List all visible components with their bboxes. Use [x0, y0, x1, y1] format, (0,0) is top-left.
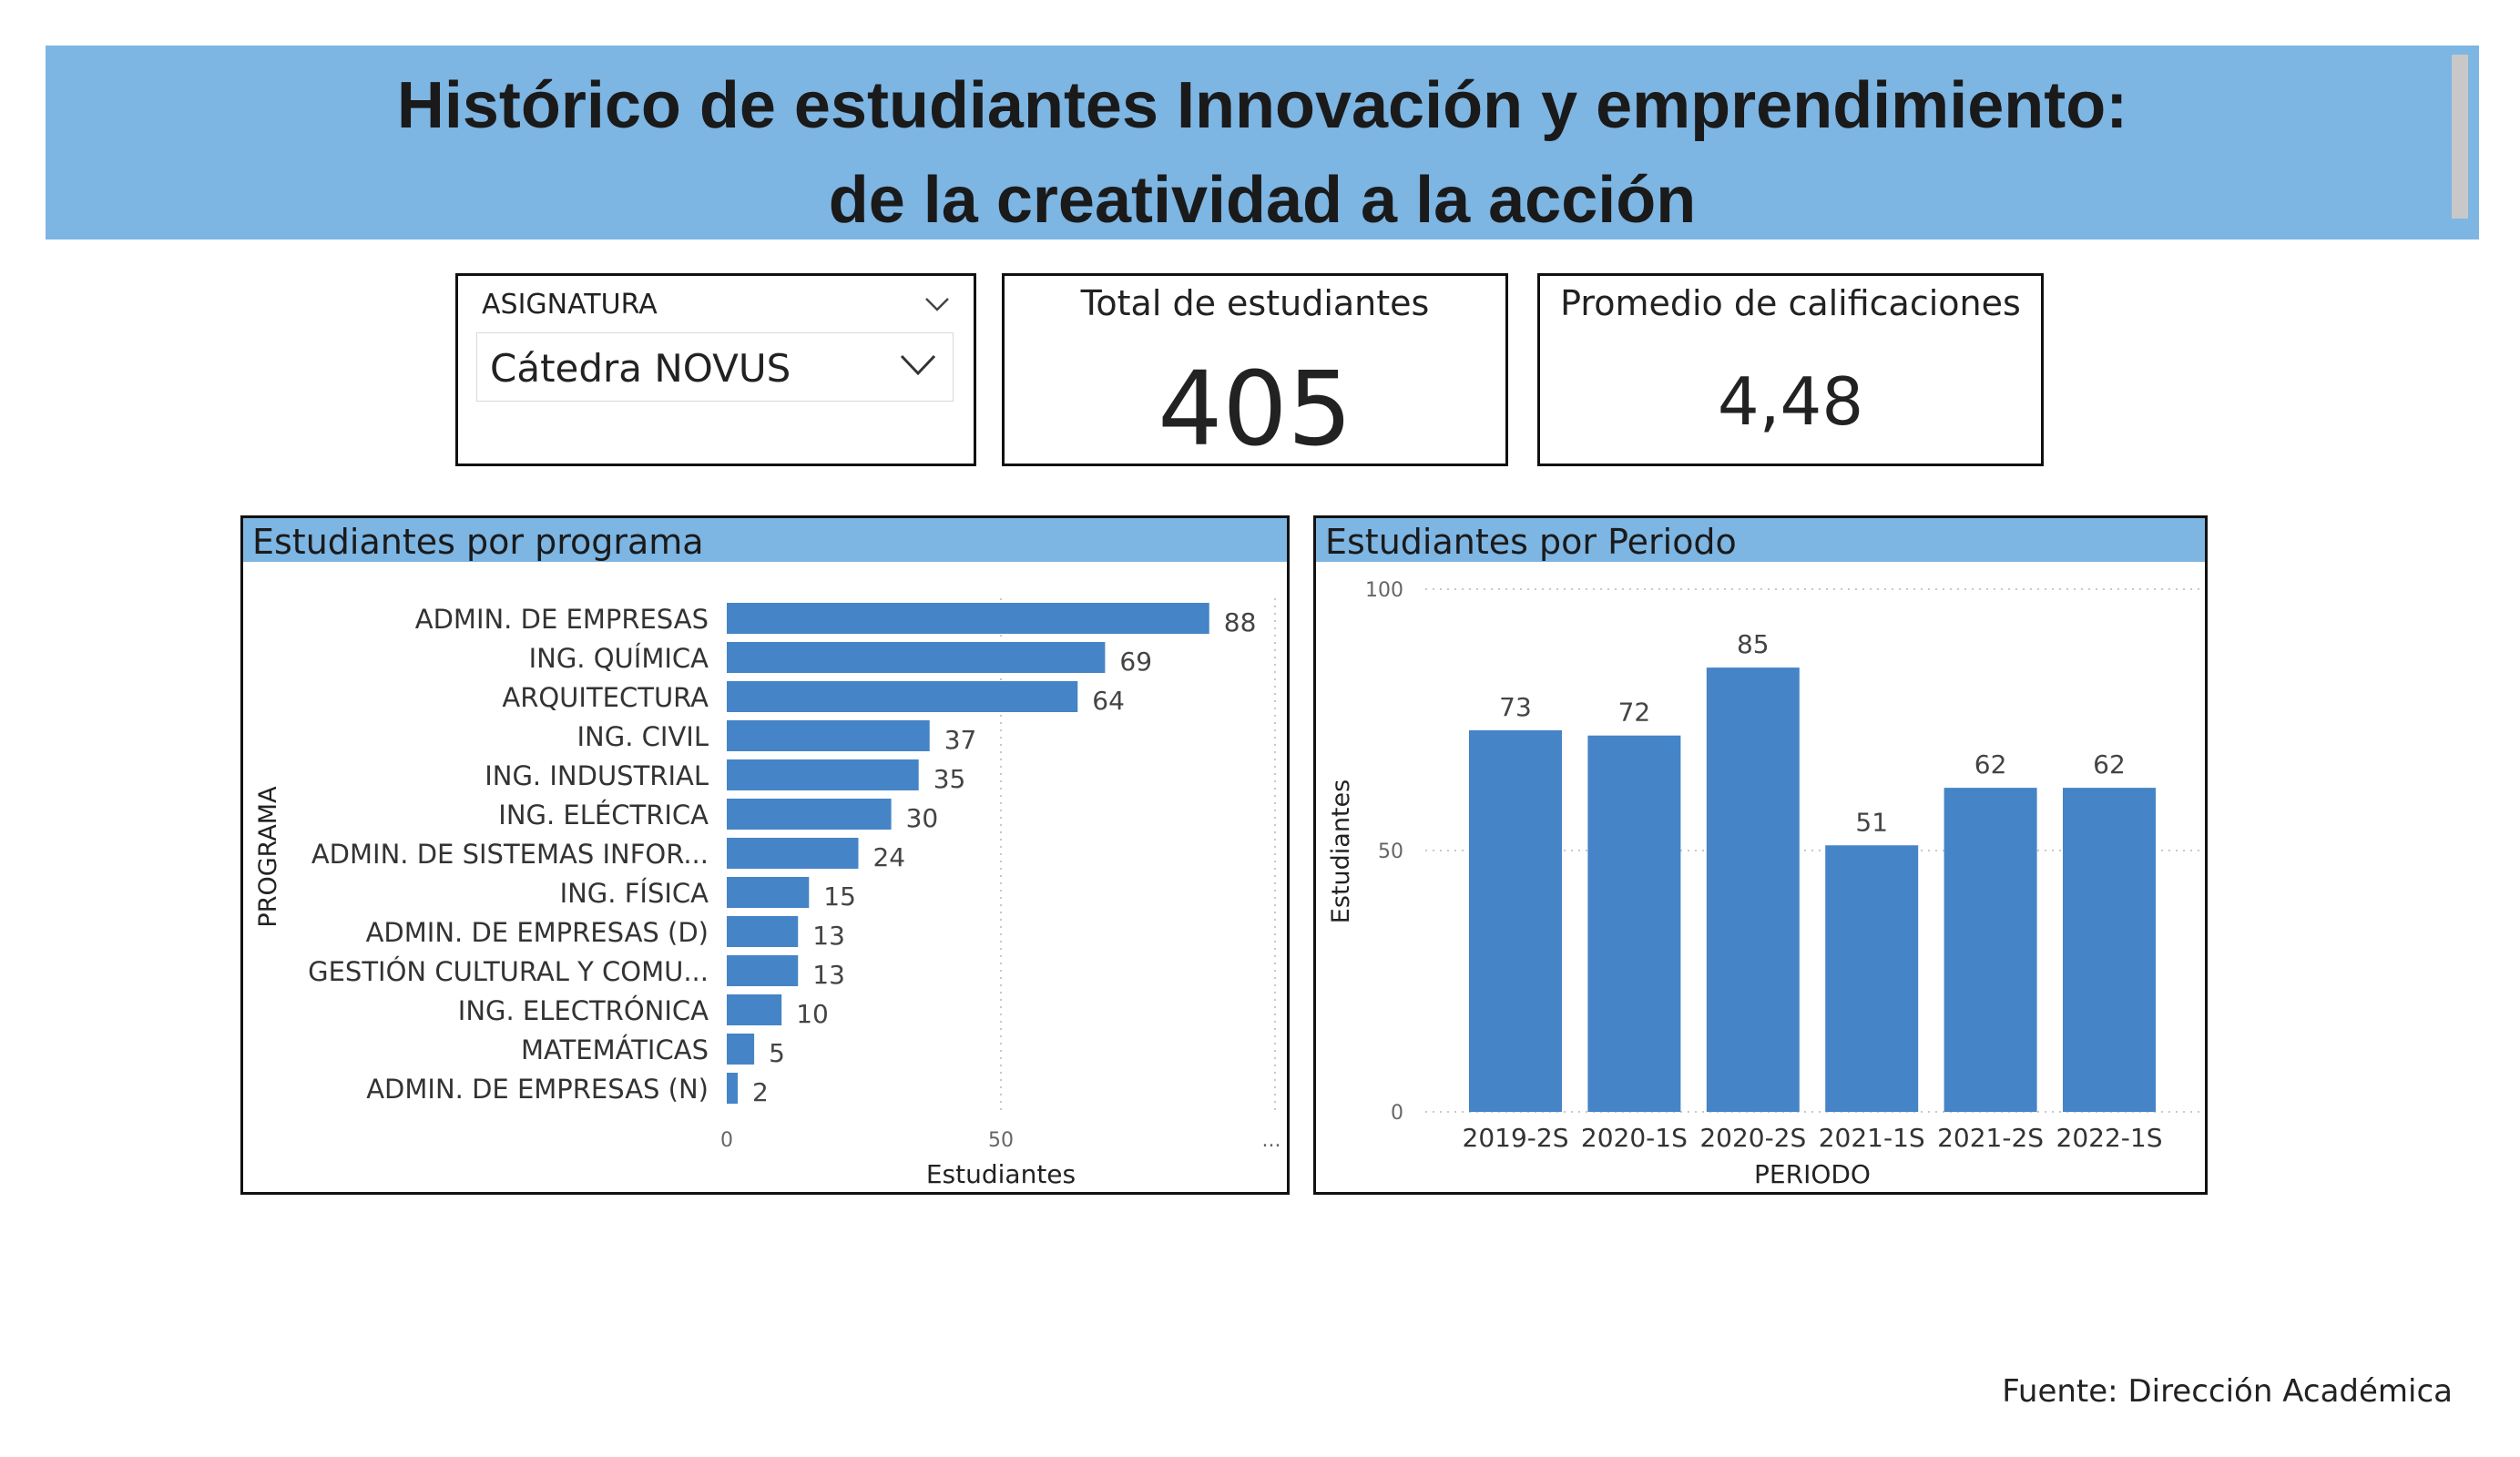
- chart-title: Estudiantes por Periodo: [1325, 522, 1737, 562]
- slicer-selected-value: Cátedra NOVUS: [490, 346, 791, 391]
- data-label: 51: [1855, 807, 1888, 837]
- y-tick-label: 0: [1391, 1102, 1403, 1125]
- data-label: 37: [944, 725, 977, 755]
- data-label: 88: [1224, 607, 1257, 637]
- bar: [727, 1034, 755, 1065]
- data-label: 15: [823, 881, 856, 912]
- bar: [727, 1073, 739, 1104]
- bar: [727, 838, 859, 869]
- data-label: 62: [2093, 749, 2126, 779]
- data-label: 2: [752, 1077, 769, 1107]
- scrollbar[interactable]: [2452, 55, 2468, 219]
- data-label: 69: [1119, 647, 1152, 677]
- category-label: ING. FÍSICA: [560, 878, 709, 909]
- asignatura-slicer: ASIGNATURA Cátedra NOVUS: [455, 273, 976, 466]
- category-label: ING. ELECTRÓNICA: [458, 995, 709, 1026]
- bar: [1469, 729, 1562, 1112]
- slicer-label: ASIGNATURA: [482, 289, 658, 321]
- category-label: GESTIÓN CULTURAL Y COMU...: [308, 956, 709, 987]
- chevron-down-icon[interactable]: [924, 296, 950, 312]
- category-label: ING. ELÉCTRICA: [498, 800, 709, 830]
- category-label: MATEMÁTICAS: [521, 1034, 709, 1065]
- data-label: 35: [934, 764, 966, 794]
- chart-header: Estudiantes por Periodo: [1316, 518, 2205, 562]
- x-tick-label: 2020-2S: [1699, 1123, 1806, 1153]
- bar: [1587, 735, 1681, 1112]
- bar: [727, 642, 1106, 673]
- period-chart-card: Estudiantes por Periodo 0 50 100 73 2019-2S 7…: [1313, 515, 2208, 1195]
- bar: [727, 603, 1209, 634]
- bar: [1706, 667, 1800, 1112]
- kpi-total-card: Total de estudiantes 405: [1002, 273, 1508, 469]
- y-axis-title: Estudiantes: [1327, 779, 1355, 923]
- bar: [727, 877, 810, 908]
- category-label: ADMIN. DE SISTEMAS INFOR...: [311, 839, 709, 870]
- category-label: ING. QUÍMICA: [529, 643, 709, 674]
- kpi-average-label: Promedio de calificaciones: [1560, 283, 2021, 323]
- kpi-total-label: Total de estudiantes: [1080, 283, 1430, 323]
- programs-chart-card: Estudiantes por programa ADMIN. DE EMPRE…: [240, 515, 1290, 1195]
- data-label: 73: [1499, 692, 1532, 722]
- bar: [727, 955, 799, 986]
- kpi-average-value: 4,48: [1717, 363, 1864, 440]
- data-label: 72: [1618, 698, 1651, 728]
- page-title: Histórico de estudiantes Innovación y em…: [46, 58, 2479, 248]
- page-title-line-1: Histórico de estudiantes Innovación y em…: [396, 69, 2128, 142]
- category-label: ING. CIVIL: [576, 721, 709, 752]
- x-tick-label: 2019-2S: [1463, 1123, 1569, 1153]
- bar: [727, 916, 799, 947]
- bar: [727, 994, 782, 1025]
- x-tick-label: 2021-2S: [1937, 1123, 2044, 1153]
- x-tick-label: 0: [720, 1129, 733, 1152]
- x-tick-label: ...: [1262, 1129, 1281, 1152]
- category-label: ADMIN. DE EMPRESAS (N): [366, 1074, 709, 1105]
- slicer-dropdown[interactable]: Cátedra NOVUS: [476, 332, 954, 402]
- programs-bar-chart: ADMIN. DE EMPRESAS 88 ING. QUÍMICA 69 ARQUIT…: [254, 598, 1281, 1189]
- category-label: ADMIN. DE EMPRESAS: [415, 604, 709, 635]
- x-axis-title: Estudiantes: [926, 1159, 1076, 1189]
- bar: [727, 799, 892, 830]
- bar: [727, 759, 919, 790]
- data-label: 30: [906, 803, 939, 833]
- data-label: 62: [1974, 749, 2007, 779]
- data-label: 13: [812, 921, 845, 951]
- bar: [1944, 788, 2037, 1112]
- x-tick-label: 50: [988, 1129, 1014, 1152]
- category-label: ARQUITECTURA: [502, 682, 709, 713]
- y-tick-label: 50: [1378, 841, 1403, 863]
- data-label: 5: [769, 1038, 785, 1068]
- chevron-down-icon[interactable]: [900, 353, 936, 377]
- data-label: 10: [796, 999, 829, 1029]
- chart-title: Estudiantes por programa: [252, 522, 704, 562]
- bar: [1825, 845, 1919, 1112]
- bar: [2063, 788, 2156, 1112]
- x-tick-label: 2021-1S: [1819, 1123, 1925, 1153]
- period-column-chart: 0 50 100 73 2019-2S 72 2020-1S 85 2020-2S 51 2021-…: [1327, 579, 2199, 1189]
- x-tick-label: 2020-1S: [1581, 1123, 1688, 1153]
- kpi-total-value: 405: [1158, 351, 1352, 469]
- data-label: 85: [1737, 629, 1770, 659]
- category-label: ING. INDUSTRIAL: [485, 760, 709, 791]
- bar: [727, 720, 930, 751]
- kpi-average-card: Promedio de calificaciones 4,48: [1537, 273, 2044, 466]
- x-tick-label: 2022-1S: [2056, 1123, 2163, 1153]
- source-note: Fuente: Dirección Académica: [2002, 1373, 2453, 1410]
- header-banner: Histórico de estudiantes Innovación y em…: [46, 46, 2479, 239]
- chart-header: Estudiantes por programa: [243, 518, 1287, 562]
- page-title-line-2: de la creatividad a la acción: [828, 164, 1697, 237]
- category-label: ADMIN. DE EMPRESAS (D): [366, 917, 709, 948]
- data-label: 64: [1092, 686, 1125, 716]
- bar: [727, 681, 1078, 712]
- y-tick-label: 100: [1365, 579, 1403, 602]
- y-axis-title: PROGRAMA: [254, 786, 282, 928]
- data-label: 13: [812, 960, 845, 990]
- data-label: 24: [872, 842, 905, 872]
- x-axis-title: PERIODO: [1754, 1159, 1871, 1189]
